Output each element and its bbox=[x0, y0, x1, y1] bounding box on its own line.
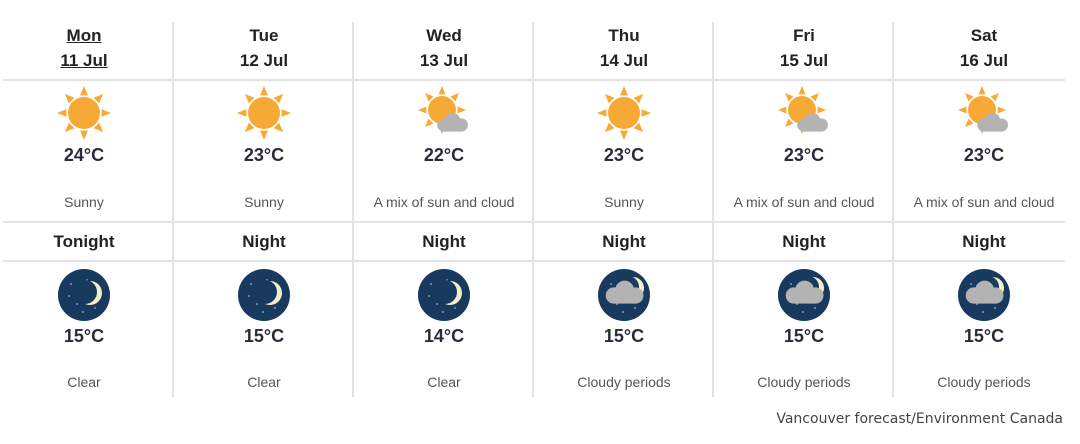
day-temperature: 23°C bbox=[963, 145, 1005, 165]
moon-clear-icon bbox=[57, 268, 111, 322]
day-temperature: 23°C bbox=[603, 145, 645, 165]
day-date: 12 Jul bbox=[239, 51, 289, 70]
forecast-day-sat: Sat 16 Jul 23°C A mix of sun and cloud N… bbox=[892, 22, 1074, 397]
day-temperature: 24°C bbox=[63, 145, 105, 165]
moon-clear-icon bbox=[417, 268, 471, 322]
forecast-day-tue: Tue 12 Jul 23°C Sunny Night 15°C Clear bbox=[172, 22, 354, 397]
night-condition: Clear bbox=[427, 374, 461, 390]
day-date: 13 Jul bbox=[419, 51, 469, 70]
forecast-day-mon: Mon 11 Jul 24°C Sunny Tonight 15°C Clear bbox=[0, 22, 174, 397]
day-condition: A mix of sun and cloud bbox=[913, 194, 1055, 210]
night-condition: Cloudy periods bbox=[757, 374, 851, 390]
day-condition: A mix of sun and cloud bbox=[733, 194, 875, 210]
night-temperature: 15°C bbox=[63, 326, 105, 346]
sun-cloud-icon bbox=[777, 86, 831, 140]
moon-cloud-icon bbox=[957, 268, 1011, 322]
night-label: Night bbox=[782, 232, 826, 251]
moon-clear-icon bbox=[237, 268, 291, 322]
day-name: Thu bbox=[608, 26, 640, 45]
night-label: Night bbox=[602, 232, 646, 251]
day-name[interactable]: Mon bbox=[66, 26, 102, 45]
day-date: 14 Jul bbox=[599, 51, 649, 70]
sun-icon bbox=[597, 86, 651, 140]
night-label: Night bbox=[422, 232, 466, 251]
day-name: Sat bbox=[970, 26, 998, 45]
day-name: Tue bbox=[249, 26, 279, 45]
night-condition: Cloudy periods bbox=[577, 374, 671, 390]
day-date: 15 Jul bbox=[779, 51, 829, 70]
day-name: Wed bbox=[426, 26, 462, 45]
day-condition: Sunny bbox=[604, 194, 644, 210]
night-temperature: 14°C bbox=[423, 326, 465, 346]
source-credit: Vancouver forecast/Environment Canada bbox=[776, 411, 1063, 427]
forecast-day-fri: Fri 15 Jul 23°C A mix of sun and cloud N… bbox=[712, 22, 894, 397]
night-label: Night bbox=[242, 232, 286, 251]
night-temperature: 15°C bbox=[603, 326, 645, 346]
day-temperature: 23°C bbox=[243, 145, 285, 165]
night-temperature: 15°C bbox=[783, 326, 825, 346]
night-condition: Clear bbox=[247, 374, 281, 390]
night-condition: Clear bbox=[67, 374, 101, 390]
forecast-day-wed: Wed 13 Jul 22°C A mix of sun and cloud N… bbox=[352, 22, 534, 397]
day-date: 16 Jul bbox=[959, 51, 1009, 70]
divider bbox=[3, 260, 1065, 262]
sun-icon bbox=[57, 86, 111, 140]
day-condition: A mix of sun and cloud bbox=[373, 194, 515, 210]
divider bbox=[3, 221, 1065, 223]
day-condition: Sunny bbox=[64, 194, 104, 210]
day-condition: Sunny bbox=[244, 194, 284, 210]
night-label: Night bbox=[962, 232, 1006, 251]
day-name: Fri bbox=[793, 26, 815, 45]
night-condition: Cloudy periods bbox=[937, 374, 1031, 390]
sun-icon bbox=[237, 86, 291, 140]
night-temperature: 15°C bbox=[963, 326, 1005, 346]
night-label: Tonight bbox=[53, 232, 115, 251]
sun-cloud-icon bbox=[957, 86, 1011, 140]
sun-cloud-icon bbox=[417, 86, 471, 140]
divider bbox=[3, 79, 1065, 81]
day-temperature: 22°C bbox=[423, 145, 465, 165]
day-date[interactable]: 11 Jul bbox=[60, 51, 108, 70]
day-temperature: 23°C bbox=[783, 145, 825, 165]
forecast-day-thu: Thu 14 Jul 23°C Sunny Night 15°C Cloudy … bbox=[532, 22, 714, 397]
moon-cloud-icon bbox=[777, 268, 831, 322]
night-temperature: 15°C bbox=[243, 326, 285, 346]
moon-cloud-icon bbox=[597, 268, 651, 322]
